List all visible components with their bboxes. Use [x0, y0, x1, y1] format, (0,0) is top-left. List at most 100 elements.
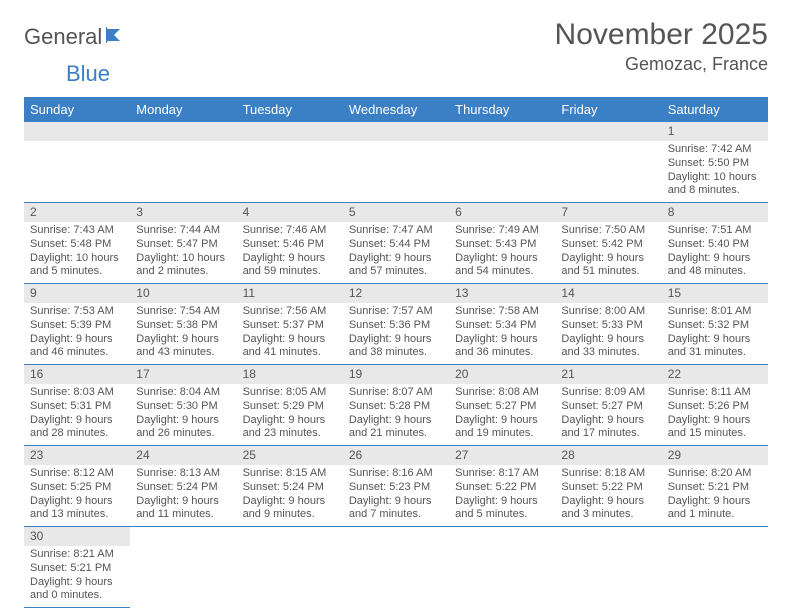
day-content-cell: Sunrise: 7:54 AMSunset: 5:38 PMDaylight:… — [130, 303, 236, 365]
day-number-cell — [555, 122, 661, 141]
daynum-row: 30 — [24, 527, 768, 547]
sunset-text: Sunset: 5:40 PM — [668, 238, 762, 252]
day-number-cell: 22 — [662, 365, 768, 385]
daylight-text-1: Daylight: 9 hours — [668, 414, 762, 428]
day-content-cell — [237, 141, 343, 203]
sunrise-text: Sunrise: 7:47 AM — [349, 224, 443, 238]
daylight-text-2: and 41 minutes. — [243, 346, 337, 360]
daylight-text-1: Daylight: 9 hours — [243, 252, 337, 266]
weekday-header: Sunday — [24, 97, 130, 122]
day-number-cell: 26 — [343, 446, 449, 466]
day-content-cell — [130, 141, 236, 203]
sunrise-text: Sunrise: 7:50 AM — [561, 224, 655, 238]
day-number-cell: 9 — [24, 284, 130, 304]
daylight-text-2: and 23 minutes. — [243, 427, 337, 441]
daylight-text-2: and 26 minutes. — [136, 427, 230, 441]
calendar-table: Sunday Monday Tuesday Wednesday Thursday… — [24, 97, 768, 608]
daylight-text-1: Daylight: 9 hours — [668, 252, 762, 266]
sunset-text: Sunset: 5:24 PM — [136, 481, 230, 495]
weekday-header: Wednesday — [343, 97, 449, 122]
sunrise-text: Sunrise: 8:04 AM — [136, 386, 230, 400]
sunset-text: Sunset: 5:36 PM — [349, 319, 443, 333]
day-number-cell: 2 — [24, 203, 130, 223]
daylight-text-1: Daylight: 10 hours — [668, 171, 762, 185]
daylight-text-1: Daylight: 9 hours — [668, 333, 762, 347]
day-content-cell: Sunrise: 8:07 AMSunset: 5:28 PMDaylight:… — [343, 384, 449, 446]
sunset-text: Sunset: 5:46 PM — [243, 238, 337, 252]
daylight-text-1: Daylight: 9 hours — [349, 495, 443, 509]
day-number-cell: 13 — [449, 284, 555, 304]
day-number-cell: 27 — [449, 446, 555, 466]
day-content-cell: Sunrise: 7:58 AMSunset: 5:34 PMDaylight:… — [449, 303, 555, 365]
daylight-text-1: Daylight: 9 hours — [30, 576, 124, 590]
weekday-header: Saturday — [662, 97, 768, 122]
day-number-cell: 6 — [449, 203, 555, 223]
sunrise-text: Sunrise: 8:05 AM — [243, 386, 337, 400]
day-number-cell — [343, 122, 449, 141]
day-content-cell: Sunrise: 8:17 AMSunset: 5:22 PMDaylight:… — [449, 465, 555, 527]
day-content-cell: Sunrise: 8:18 AMSunset: 5:22 PMDaylight:… — [555, 465, 661, 527]
logo-text-blue: Blue — [66, 61, 110, 86]
weekday-header: Tuesday — [237, 97, 343, 122]
day-content-cell: Sunrise: 7:46 AMSunset: 5:46 PMDaylight:… — [237, 222, 343, 284]
daylight-text-2: and 2 minutes. — [136, 265, 230, 279]
sunset-text: Sunset: 5:27 PM — [561, 400, 655, 414]
daylight-text-1: Daylight: 9 hours — [30, 333, 124, 347]
content-row: Sunrise: 8:21 AMSunset: 5:21 PMDaylight:… — [24, 546, 768, 608]
sunset-text: Sunset: 5:44 PM — [349, 238, 443, 252]
day-number-cell: 28 — [555, 446, 661, 466]
daynum-row: 2345678 — [24, 203, 768, 223]
sunrise-text: Sunrise: 7:44 AM — [136, 224, 230, 238]
daylight-text-2: and 54 minutes. — [455, 265, 549, 279]
daylight-text-1: Daylight: 9 hours — [243, 414, 337, 428]
sunrise-text: Sunrise: 8:09 AM — [561, 386, 655, 400]
day-number-cell: 8 — [662, 203, 768, 223]
day-content-cell: Sunrise: 8:12 AMSunset: 5:25 PMDaylight:… — [24, 465, 130, 527]
sunset-text: Sunset: 5:48 PM — [30, 238, 124, 252]
sunset-text: Sunset: 5:23 PM — [349, 481, 443, 495]
day-number-cell: 7 — [555, 203, 661, 223]
daylight-text-1: Daylight: 9 hours — [561, 252, 655, 266]
daylight-text-2: and 46 minutes. — [30, 346, 124, 360]
weekday-header: Thursday — [449, 97, 555, 122]
content-row: Sunrise: 7:43 AMSunset: 5:48 PMDaylight:… — [24, 222, 768, 284]
day-content-cell: Sunrise: 8:05 AMSunset: 5:29 PMDaylight:… — [237, 384, 343, 446]
sunrise-text: Sunrise: 8:16 AM — [349, 467, 443, 481]
day-content-cell — [343, 546, 449, 608]
day-content-cell — [237, 546, 343, 608]
sunset-text: Sunset: 5:25 PM — [30, 481, 124, 495]
day-content-cell: Sunrise: 8:11 AMSunset: 5:26 PMDaylight:… — [662, 384, 768, 446]
day-content-cell: Sunrise: 7:57 AMSunset: 5:36 PMDaylight:… — [343, 303, 449, 365]
day-content-cell: Sunrise: 7:56 AMSunset: 5:37 PMDaylight:… — [237, 303, 343, 365]
daylight-text-1: Daylight: 9 hours — [30, 495, 124, 509]
sunset-text: Sunset: 5:27 PM — [455, 400, 549, 414]
sunrise-text: Sunrise: 7:42 AM — [668, 143, 762, 157]
daylight-text-2: and 38 minutes. — [349, 346, 443, 360]
day-number-cell — [130, 122, 236, 141]
sunrise-text: Sunrise: 8:01 AM — [668, 305, 762, 319]
content-row: Sunrise: 7:42 AMSunset: 5:50 PMDaylight:… — [24, 141, 768, 203]
day-number-cell — [662, 527, 768, 547]
weekday-header: Friday — [555, 97, 661, 122]
logo-text-general: General — [24, 24, 102, 50]
day-content-cell: Sunrise: 8:04 AMSunset: 5:30 PMDaylight:… — [130, 384, 236, 446]
sunrise-text: Sunrise: 8:17 AM — [455, 467, 549, 481]
day-number-cell: 4 — [237, 203, 343, 223]
daylight-text-2: and 7 minutes. — [349, 508, 443, 522]
day-content-cell: Sunrise: 7:44 AMSunset: 5:47 PMDaylight:… — [130, 222, 236, 284]
day-number-cell: 5 — [343, 203, 449, 223]
daylight-text-2: and 5 minutes. — [30, 265, 124, 279]
daylight-text-2: and 51 minutes. — [561, 265, 655, 279]
weekday-header: Monday — [130, 97, 236, 122]
sunset-text: Sunset: 5:39 PM — [30, 319, 124, 333]
sunset-text: Sunset: 5:21 PM — [30, 562, 124, 576]
day-number-cell: 10 — [130, 284, 236, 304]
sunrise-text: Sunrise: 8:07 AM — [349, 386, 443, 400]
day-content-cell — [130, 546, 236, 608]
sunset-text: Sunset: 5:29 PM — [243, 400, 337, 414]
day-number-cell: 25 — [237, 446, 343, 466]
sunset-text: Sunset: 5:32 PM — [668, 319, 762, 333]
daylight-text-2: and 31 minutes. — [668, 346, 762, 360]
sunset-text: Sunset: 5:28 PM — [349, 400, 443, 414]
content-row: Sunrise: 8:03 AMSunset: 5:31 PMDaylight:… — [24, 384, 768, 446]
